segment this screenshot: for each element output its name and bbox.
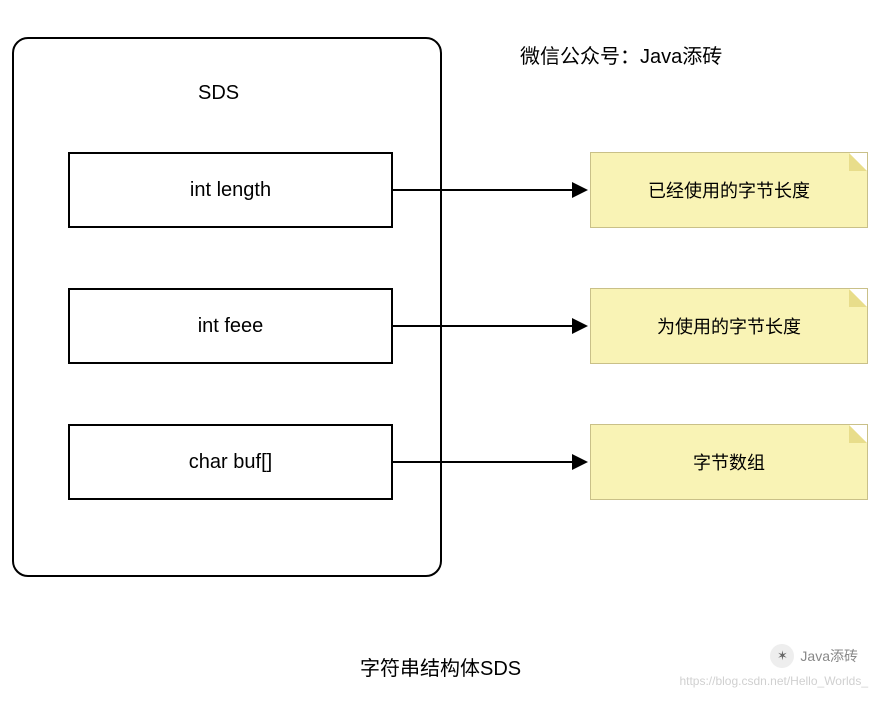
note-used-length: 已经使用的字节长度 [590,152,868,228]
note-label: 已经使用的字节长度 [648,177,810,203]
field-label: int feee [198,315,264,338]
note-fold-icon [849,289,867,307]
note-fold-icon [849,153,867,171]
header-text: 微信公众号：Java添砖 [520,40,722,69]
note-fold-icon [849,425,867,443]
arrow-2-line [393,325,573,327]
note-label: 字节数组 [693,449,765,475]
wechat-icon: ✶ [770,644,794,668]
watermark-url: https://blog.csdn.net/Hello_Worlds_ [679,674,868,688]
field-int-feee: int feee [68,288,393,364]
arrow-1-line [393,189,573,191]
field-label: int length [190,179,271,202]
note-byte-array: 字节数组 [590,424,868,500]
note-free-length: 为使用的字节长度 [590,288,868,364]
diagram-caption: 字符串结构体SDS [360,652,521,681]
field-int-length: int length [68,152,393,228]
field-char-buf: char buf[] [68,424,393,500]
container-title: SDS [198,82,239,105]
watermark-brand: ✶ Java添砖 [770,644,858,668]
note-label: 为使用的字节长度 [657,313,801,339]
arrow-3-line [393,461,573,463]
arrow-2-head [572,318,588,334]
arrow-1-head [572,182,588,198]
field-label: char buf[] [189,451,272,474]
watermark-brand-text: Java添砖 [800,646,858,666]
arrow-3-head [572,454,588,470]
